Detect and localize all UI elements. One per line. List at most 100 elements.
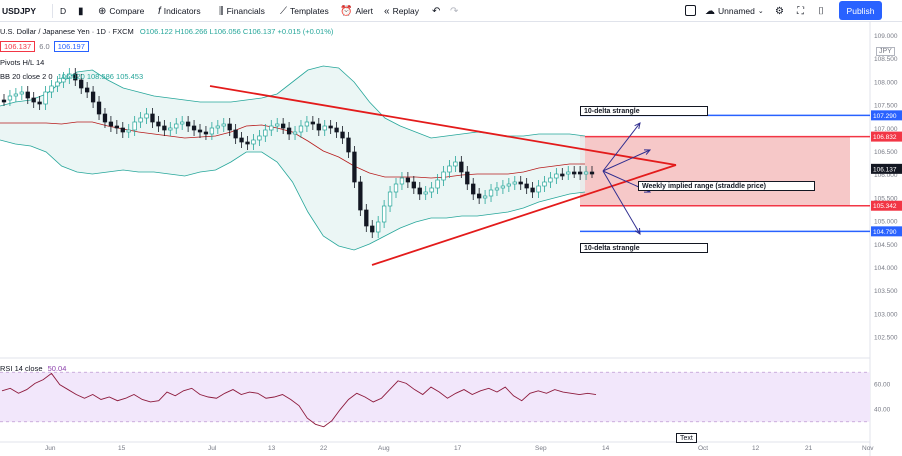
replay-button[interactable]: « Replay	[384, 0, 419, 22]
candle-body	[185, 121, 191, 127]
time-tick-label: 15	[118, 445, 126, 452]
price-tick-label: 103.500	[874, 288, 898, 295]
fullscreen-button[interactable]: ⛶	[797, 0, 804, 22]
candle-body	[233, 129, 238, 139]
ask-price[interactable]: 106.197	[53, 41, 89, 52]
alert-button[interactable]: ⏰ Alert	[340, 0, 373, 22]
strangle-bottom-label[interactable]: 10-delta strangle	[580, 243, 708, 253]
candle-body	[108, 121, 114, 127]
candle-body	[292, 131, 298, 135]
candle-body	[583, 171, 589, 175]
candle-body	[560, 173, 565, 177]
rsi-legend: RSI 14 close 50.04	[0, 364, 66, 373]
symbol-search[interactable]: USDJPY	[2, 0, 36, 22]
time-tick-label: Sep	[535, 445, 547, 452]
candle-body	[215, 125, 220, 129]
financials-button[interactable]: ⫼ Financials	[219, 0, 265, 22]
layout-name: Unnamed	[718, 6, 755, 16]
projection-arrow	[602, 149, 651, 172]
price-tag	[871, 200, 902, 211]
price-tick-label: 107.500	[874, 103, 898, 110]
price-tick-label: 105.500	[874, 195, 898, 202]
candle-body	[85, 87, 90, 93]
bollinger-fill	[0, 66, 585, 250]
legend-row-quote: 106.137 6.0 106.197	[0, 41, 91, 52]
candle-body	[441, 171, 446, 181]
compare-icon: ⊕	[98, 5, 107, 17]
candle-body	[393, 183, 399, 193]
ohlc-values: O106.122 H106.266 L106.056 C106.137 +0.0…	[139, 27, 334, 36]
time-tick-label: 22	[320, 445, 328, 452]
redo-button[interactable]: ↷	[450, 0, 458, 22]
templates-button[interactable]: ⟋ Templates	[280, 0, 329, 22]
price-tick-label: 106.000	[874, 172, 898, 179]
price-tag-label: 106.832	[873, 134, 897, 141]
camera-icon: ⌷	[818, 5, 824, 17]
candle-body	[518, 181, 523, 185]
price-tag	[871, 131, 902, 142]
price-tick-label: 108.000	[874, 79, 898, 86]
candle-body	[37, 101, 42, 105]
price-tag-label: 107.290	[873, 113, 897, 120]
candle-body	[524, 183, 529, 189]
candle-body	[548, 177, 553, 183]
candle-body	[191, 125, 197, 131]
bar-style-button[interactable]: ▮	[78, 0, 84, 22]
candle-body	[530, 187, 535, 193]
candle-body	[257, 135, 262, 141]
top-toolbar: USDJPY D ▮ ⊕ Compare f Indicators ⫼ Fina…	[0, 0, 902, 22]
candle-body	[346, 137, 351, 153]
settings-button[interactable]: ⚙	[775, 0, 784, 22]
candle-body	[506, 183, 511, 187]
cloud-icon: ☁	[705, 5, 715, 17]
text-tool-label[interactable]: Text	[676, 433, 697, 443]
candle-body	[572, 171, 577, 175]
price-tick-label: 105.000	[874, 219, 898, 226]
candle-body	[387, 191, 393, 207]
candle-body	[102, 113, 108, 123]
price-tick-label: 108.500	[874, 56, 898, 63]
chart-pane[interactable]: 109.000 108.500 108.000 107.500 107.000 106.5…	[0, 22, 902, 456]
implied-range-label[interactable]: Weekly implied range (straddle price)	[638, 181, 815, 191]
indicators-button[interactable]: f Indicators	[158, 0, 201, 22]
candle-body	[429, 187, 434, 193]
projection-arrow	[602, 122, 641, 172]
time-tick-label: Aug	[378, 445, 390, 452]
candle-body	[174, 123, 179, 129]
select-checkbox[interactable]	[685, 5, 696, 16]
candle-body	[150, 113, 155, 123]
candle-body	[566, 171, 571, 175]
bid-price[interactable]: 106.137	[0, 41, 36, 52]
rsi-tick-label: 60.00	[874, 382, 891, 389]
rsi-tick-label: 40.00	[874, 406, 891, 413]
time-tick-label: 21	[805, 445, 813, 452]
candle-body	[19, 91, 24, 95]
candle-body	[49, 85, 54, 93]
compare-label: Compare	[109, 6, 145, 16]
candle-body	[399, 177, 405, 185]
strangle-top-label[interactable]: 10-delta strangle	[580, 106, 708, 116]
layout-menu[interactable]: ☁ Unnamed ⌄	[705, 0, 764, 22]
candle-body	[239, 137, 244, 143]
price-tag-label: 104.790	[873, 229, 897, 236]
interval-button[interactable]: D	[60, 0, 66, 22]
legend-row-main: U.S. Dollar / Japanese Yen · 1D · FXCM O…	[0, 27, 333, 36]
publish-button[interactable]: Publish	[839, 1, 882, 20]
candle-body	[310, 121, 315, 125]
candle-body	[381, 205, 387, 223]
compare-button[interactable]: ⊕ Compare	[98, 0, 144, 22]
candle-body	[132, 121, 137, 131]
legend-pivots: Pivots H/L 14	[0, 58, 44, 67]
candle-body	[144, 113, 149, 119]
candle-body	[7, 95, 13, 101]
chart-canvas[interactable]: 109.000 108.500 108.000 107.500 107.000 106.5…	[0, 22, 902, 456]
price-tag-label: 105.342	[873, 203, 897, 210]
candle-body	[120, 127, 125, 133]
snapshot-button[interactable]: ⌷	[818, 0, 824, 22]
undo-button[interactable]: ↶	[432, 0, 440, 22]
candle-body	[281, 123, 286, 129]
candle-body	[298, 125, 304, 133]
candle-body	[536, 185, 541, 193]
candle-body	[156, 121, 161, 127]
candle-body	[286, 127, 292, 135]
